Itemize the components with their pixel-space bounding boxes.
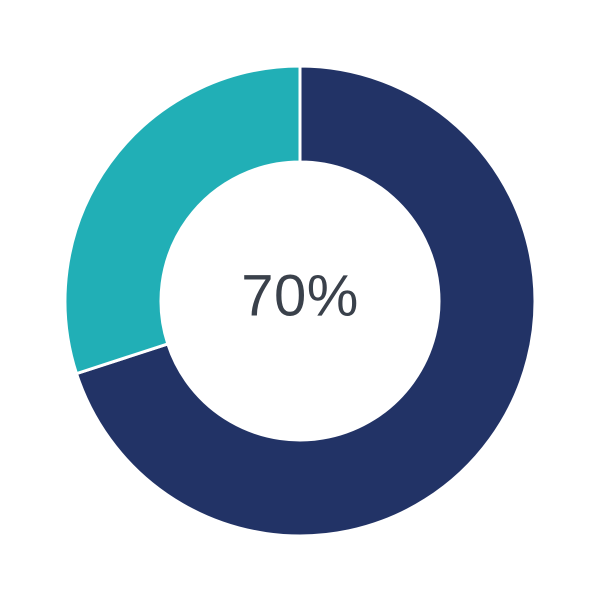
center-percentage-label: 70% <box>241 264 359 329</box>
donut-segment-remainder <box>63 64 302 376</box>
donut-segment-filled <box>75 64 537 538</box>
donut-segments <box>63 64 537 538</box>
